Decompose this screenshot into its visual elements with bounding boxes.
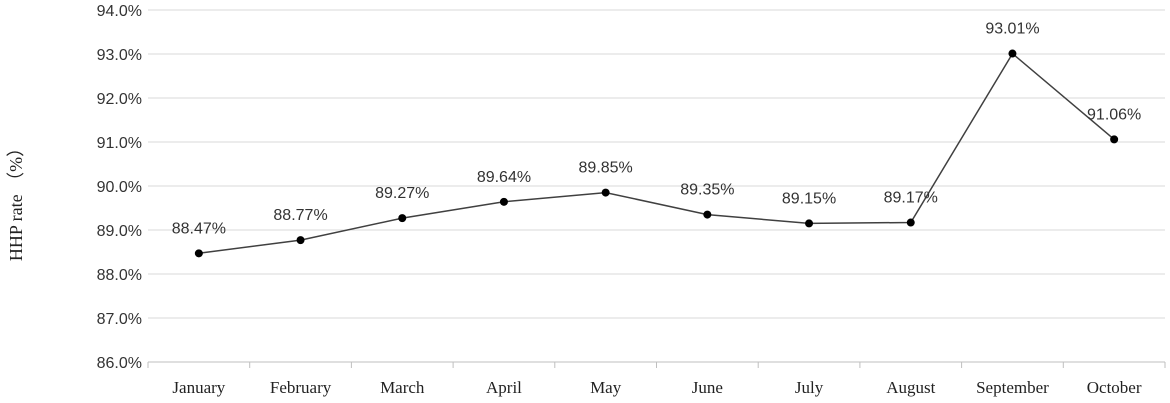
x-tick-label: April xyxy=(486,378,522,397)
data-label: 89.17% xyxy=(884,190,938,207)
y-tick-label: 91.0% xyxy=(97,135,142,152)
x-tick-label: March xyxy=(380,378,425,397)
data-label: 89.35% xyxy=(680,182,734,199)
x-tick-label: June xyxy=(692,378,723,397)
x-tick-label: January xyxy=(172,378,225,397)
series-line xyxy=(198,52,1115,255)
data-point xyxy=(906,218,915,227)
y-tick-label: 87.0% xyxy=(97,311,142,328)
data-label: 93.01% xyxy=(985,21,1039,38)
y-axis-label: HHP rate （%） xyxy=(6,139,26,261)
x-tick-label: February xyxy=(270,378,332,397)
x-tick-label: September xyxy=(976,378,1049,397)
gridlines xyxy=(148,9,1165,363)
y-tick-label: 86.0% xyxy=(97,355,142,372)
data-point xyxy=(194,249,203,258)
data-label: 88.47% xyxy=(172,220,226,237)
data-point xyxy=(296,236,305,245)
data-point xyxy=(601,188,610,197)
data-point xyxy=(1008,49,1017,58)
data-label: 89.15% xyxy=(782,190,836,207)
data-label: 91.06% xyxy=(1087,106,1141,123)
data-points xyxy=(194,49,1119,258)
x-tick-label: August xyxy=(886,378,935,397)
data-label: 89.64% xyxy=(477,169,531,186)
data-point xyxy=(703,210,712,219)
data-labels: 88.47% 88.77% 89.27% 89.64% 89.85% 89.35% 89.1… xyxy=(172,21,1142,238)
x-tick-label: July xyxy=(795,378,824,397)
data-label: 89.85% xyxy=(579,160,633,177)
data-label: 89.27% xyxy=(375,185,429,202)
data-point xyxy=(398,214,407,223)
y-tick-label: 94.0% xyxy=(97,3,142,20)
y-axis-ticks: 86.0% 87.0% 88.0% 89.0% 90.0% 91.0% 92.0% 93.0%… xyxy=(97,3,142,372)
x-tick-label: May xyxy=(590,378,622,397)
data-point xyxy=(1110,135,1119,144)
data-point xyxy=(499,197,508,206)
y-tick-label: 89.0% xyxy=(97,223,142,240)
y-tick-label: 88.0% xyxy=(97,267,142,284)
x-tick-label: October xyxy=(1087,378,1142,397)
data-point xyxy=(805,219,814,228)
data-label: 88.77% xyxy=(273,207,327,224)
y-tick-label: 93.0% xyxy=(97,47,142,64)
y-tick-label: 90.0% xyxy=(97,179,142,196)
x-axis-ticks: January February March April May June July Augu… xyxy=(147,362,1166,397)
y-tick-label: 92.0% xyxy=(97,91,142,108)
